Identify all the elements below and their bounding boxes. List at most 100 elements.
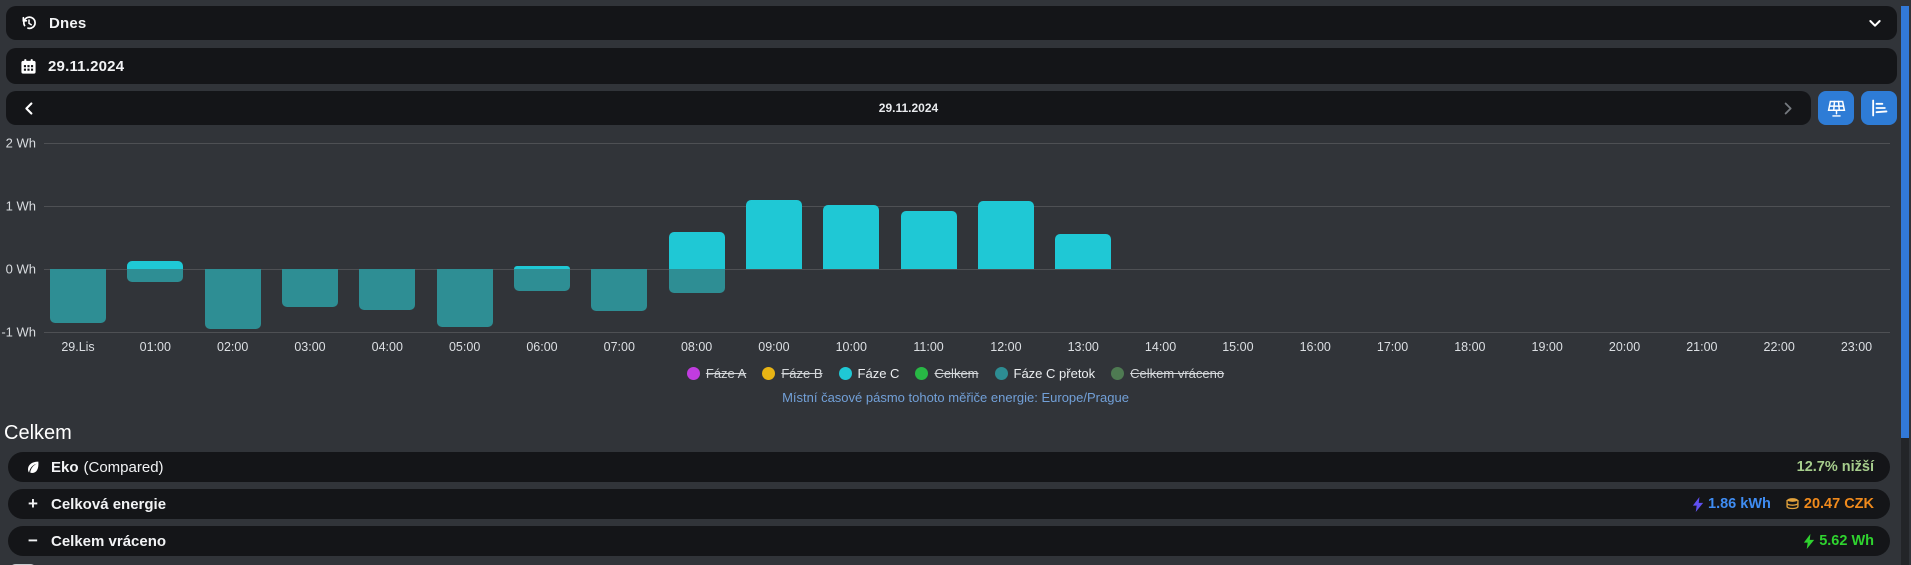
legend-label: Fáze B — [781, 366, 823, 381]
chevron-left-icon[interactable] — [22, 101, 37, 116]
bar-faze-c[interactable] — [745, 199, 802, 269]
x-axis-tick: 18:00 — [1454, 340, 1486, 354]
bar-faze-c[interactable] — [977, 200, 1034, 269]
x-axis-tick: 03:00 — [294, 340, 326, 354]
energy-bar-chart: 2 Wh 1 Wh 0 Wh -1 Wh 29.Lis 01:00 02:00 03:00 04… — [0, 129, 1911, 359]
legend-dot-icon — [838, 367, 852, 380]
legend-label: Celkem vráceno — [1130, 366, 1225, 381]
scrollbar-thumb[interactable] — [1901, 6, 1909, 438]
x-axis-tick: 15:00 — [1222, 340, 1254, 354]
x-axis-tick: 09:00 — [758, 340, 790, 354]
x-axis-tick: 21:00 — [1686, 340, 1718, 354]
cost-value: 20.47 CZK — [1803, 496, 1874, 512]
plus-icon: + — [28, 494, 38, 513]
chart-view-button[interactable] — [1861, 91, 1897, 125]
legend-item[interactable]: Fáze A — [686, 366, 747, 381]
x-axis-tick: 12:00 — [990, 340, 1022, 354]
x-axis-tick: 22:00 — [1763, 340, 1795, 354]
legend-label: Fáze A — [705, 366, 747, 381]
bar-faze-c[interactable] — [668, 231, 725, 269]
row-label: Celkem vráceno — [51, 532, 167, 550]
bar-faze-c-pretok[interactable] — [436, 269, 493, 327]
y-axis-tick: 1 Wh — [5, 198, 36, 214]
gridline — [44, 332, 1890, 333]
gridline — [44, 269, 1890, 270]
summary-row-eco[interactable]: Eko (Compared) 12.7% nižší — [8, 452, 1890, 482]
x-axis-tick: 23:00 — [1840, 340, 1873, 354]
x-axis-tick: 16:00 — [1299, 340, 1331, 354]
coins-icon — [1785, 497, 1800, 511]
row-label: Celková energie — [51, 495, 167, 513]
x-axis-tick: 04:00 — [371, 340, 403, 354]
bar-faze-c-pretok[interactable] — [127, 269, 184, 283]
energy-value: 1.86 kWh — [1708, 496, 1771, 512]
legend-dot-icon — [686, 367, 700, 380]
returned-value: 5.62 Wh — [1819, 533, 1874, 549]
legend-dot-icon — [915, 367, 929, 380]
y-axis-tick: 2 Wh — [5, 135, 36, 151]
x-axis-tick: 20:00 — [1608, 340, 1641, 354]
bar-faze-c[interactable] — [1055, 233, 1112, 269]
x-axis-tick: 05:00 — [448, 340, 481, 354]
bar-faze-c-pretok[interactable] — [50, 269, 106, 324]
legend-label: Fáze C — [857, 366, 900, 381]
legend-label: Celkem — [934, 366, 979, 381]
leaf-icon — [24, 459, 42, 475]
x-axis-tick: 10:00 — [835, 340, 867, 354]
x-axis-tick: 07:00 — [603, 340, 635, 354]
legend-label: Fáze C přetok — [1013, 366, 1096, 381]
chevron-right-icon[interactable] — [1780, 101, 1795, 116]
bolt-icon — [1803, 533, 1815, 549]
row-sublabel: (Compared) — [83, 458, 164, 476]
summary-row-returned[interactable]: − Celkem vráceno 5.62 Wh — [8, 526, 1890, 556]
bar-faze-c-pretok[interactable] — [204, 269, 261, 329]
x-axis-tick: 11:00 — [913, 340, 944, 354]
history-icon — [20, 14, 38, 32]
date-picker[interactable]: 29.11.2024 — [6, 48, 1897, 84]
bar-faze-c[interactable] — [127, 260, 184, 269]
x-axis-tick: 08:00 — [680, 340, 713, 354]
legend-dot-icon — [762, 367, 776, 380]
legend-item[interactable]: Celkem vráceno — [1111, 366, 1224, 381]
timezone-note: Místní časové pásmo tohoto měřiče energi… — [782, 390, 1129, 405]
x-axis-tick: 14:00 — [1144, 340, 1177, 354]
chart-nav-bar: 29.11.2024 — [6, 91, 1897, 125]
preset-selector[interactable]: Dnes — [6, 6, 1897, 40]
x-axis-tick: 17:00 — [1376, 340, 1409, 354]
y-axis-tick: -1 Wh — [1, 324, 36, 340]
bar-faze-c-pretok[interactable] — [668, 269, 725, 293]
x-axis-tick: 13:00 — [1067, 340, 1099, 354]
legend-item[interactable]: Fáze B — [762, 366, 823, 381]
gridline — [44, 143, 1890, 144]
x-axis-tick: 29.Lis — [61, 340, 95, 354]
bolt-icon — [1692, 496, 1704, 512]
legend-item[interactable]: Fáze C — [838, 366, 900, 381]
eco-value: 12.7% nižší — [1796, 459, 1874, 475]
bar-faze-c-pretok[interactable] — [591, 269, 648, 311]
bar-faze-c-pretok[interactable] — [359, 269, 416, 310]
chevron-down-icon — [1867, 15, 1883, 31]
chart-legend: Fáze A Fáze B Fáze C Celkem Fáze C přetok Cel… — [0, 366, 1911, 381]
legend-item[interactable]: Celkem — [915, 366, 979, 381]
minus-icon: − — [28, 531, 38, 550]
calendar-icon — [20, 58, 37, 75]
bar-faze-c[interactable] — [823, 204, 880, 269]
solar-panel-view-button[interactable] — [1818, 91, 1854, 125]
legend-item[interactable]: Fáze C přetok — [994, 366, 1096, 381]
x-axis-tick: 19:00 — [1531, 340, 1563, 354]
gridline — [44, 206, 1890, 207]
bar-faze-c[interactable] — [900, 211, 957, 269]
x-axis-tick: 01:00 — [139, 340, 171, 354]
summary-heading: Celkem — [4, 422, 72, 444]
y-axis-tick: 0 Wh — [5, 261, 36, 277]
date-range-nav: 29.11.2024 — [6, 91, 1811, 125]
bar-faze-c-pretok[interactable] — [281, 269, 338, 307]
preset-label: Dnes — [49, 14, 87, 32]
bar-faze-c-pretok[interactable] — [513, 269, 570, 292]
bar-faze-c[interactable] — [513, 265, 570, 269]
nav-date-label: 29.11.2024 — [878, 101, 939, 115]
legend-dot-icon — [994, 367, 1008, 380]
summary-row-total-energy[interactable]: + Celková energie 1.86 kWh 20.47 CZK — [8, 489, 1890, 519]
date-value: 29.11.2024 — [48, 57, 125, 75]
x-axis-tick: 02:00 — [217, 340, 249, 354]
